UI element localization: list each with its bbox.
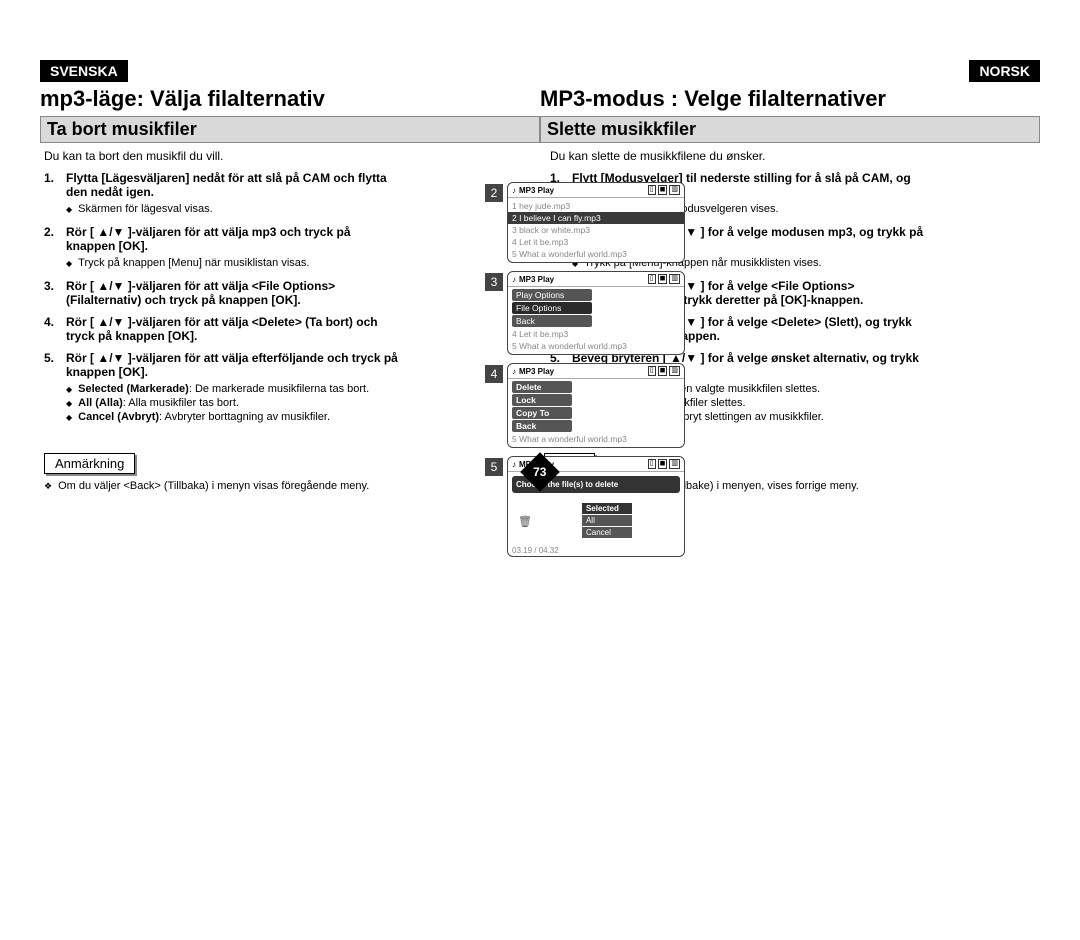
column-svenska: SVENSKA mp3-läge: Välja filalternativ Ta…	[40, 60, 540, 494]
status-icons: ▯◼▥	[648, 366, 680, 376]
device-screen-2: ♪MP3 Play ▯◼▥ 1 hey jude.mp32 I believe …	[507, 182, 685, 263]
section-title: Slette musikkfiler	[540, 116, 1040, 143]
section-title: Ta bort musikfiler	[40, 116, 540, 143]
step-item: 3.Rör [ ▲/▼ ]-väljaren för att välja <Fi…	[44, 279, 410, 307]
music-icon: ♪	[512, 275, 516, 284]
device-screen-3: ♪MP3 Play ▯◼▥ Play OptionsFile OptionsBa…	[507, 271, 685, 355]
lang-badge: SVENSKA	[40, 60, 128, 82]
lang-badge: NORSK	[969, 60, 1040, 82]
status-icons: ▯◼▥	[648, 185, 680, 195]
intro-text: Du kan slette de musikkfilene du ønsker.	[544, 149, 1036, 163]
steps-list: 1.Flytta [Lägesväljaren] nedåt för att s…	[40, 171, 410, 425]
status-icons: ▯◼▥	[648, 459, 680, 469]
page-title: mp3-läge: Välja filalternativ	[40, 86, 540, 112]
step-item: 2.Rör [ ▲/▼ ]-väljaren för att välja mp3…	[44, 225, 410, 271]
device-screen-4: ♪MP3 Play ▯◼▥ DeleteLockCopy ToBack5 Wha…	[507, 363, 685, 448]
step-item: 5.Rör [ ▲/▼ ]-väljaren för att välja eft…	[44, 351, 410, 425]
music-icon: ♪	[512, 186, 516, 195]
trash-icon: 🗑	[518, 515, 532, 528]
notes-list: Om du väljer <Back> (Tillbaka) i menyn v…	[40, 480, 540, 492]
music-icon: ♪	[512, 460, 516, 469]
music-icon: ♪	[512, 367, 516, 376]
step-item: 1.Flytta [Lägesväljaren] nedåt för att s…	[44, 171, 410, 217]
step-item: 4.Rör [ ▲/▼ ]-väljaren för att välja <De…	[44, 315, 410, 343]
device-screenshots: 2 ♪MP3 Play ▯◼▥ 1 hey jude.mp32 I believ…	[485, 182, 685, 565]
step-badge: 3	[485, 273, 503, 291]
page-number-badge: 73	[526, 458, 554, 486]
timestamp: 03.19 / 04.32	[508, 545, 684, 556]
intro-text: Du kan ta bort den musikfil du vill.	[44, 149, 536, 163]
note-label: Anmärkning	[44, 453, 135, 474]
step-badge: 5	[485, 458, 503, 476]
status-icons: ▯◼▥	[648, 274, 680, 284]
page-title: MP3-modus : Velge filalternativer	[540, 86, 1040, 112]
step-badge: 2	[485, 184, 503, 202]
step-badge: 4	[485, 365, 503, 383]
